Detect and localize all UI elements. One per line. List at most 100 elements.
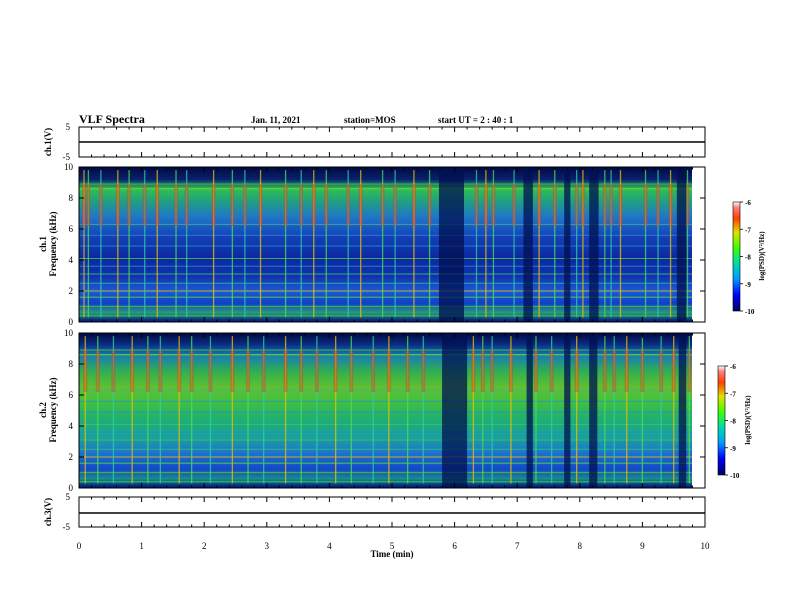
emission-burst	[184, 184, 189, 226]
emission-burst	[659, 350, 664, 392]
emission-burst	[512, 184, 517, 226]
quiet-interval	[564, 333, 571, 488]
ch2-colorbar: -6 -7 -8 -9 -10 log(PSD)(V²/Hz)	[717, 363, 752, 480]
y-tick-label: 10	[64, 328, 74, 338]
ch2-colorbar-ticks: -6 -7 -8 -9 -10	[725, 363, 740, 480]
emission-burst	[421, 350, 426, 392]
emission-burst	[609, 184, 614, 226]
quiet-interval	[523, 167, 533, 322]
emission-burst	[95, 350, 100, 392]
emission-burst	[668, 184, 673, 226]
colorbar-tick-label: -6	[730, 363, 736, 371]
ch3-voltage-panel: 5 -5 ch.3(V)	[43, 492, 706, 532]
emission-burst	[242, 184, 247, 226]
ch3-ytick-bottom: -5	[63, 522, 71, 532]
emission-burst	[380, 184, 385, 226]
emission-burst	[174, 184, 179, 226]
ch1-voltage-panel: 5 -5 ch.1(V)	[43, 122, 706, 162]
emission-burst	[685, 184, 690, 226]
emission-burst	[314, 350, 319, 392]
emission-burst	[656, 184, 661, 226]
emission-burst	[574, 184, 579, 226]
emission-burst	[299, 350, 304, 392]
emission-burst	[386, 350, 391, 392]
ch3-voltage-ticks	[78, 497, 706, 527]
emission-burst	[533, 350, 538, 392]
quiet-interval	[438, 167, 464, 322]
emission-burst	[86, 184, 91, 226]
ch1-colorbar: -6 -7 -8 -9 -10 log(PSD)(V²/Hz)	[732, 199, 766, 316]
emission-burst	[405, 350, 410, 392]
emission-burst	[427, 184, 432, 226]
ch2-spectrogram-marks	[79, 333, 692, 488]
emission-burst	[411, 184, 416, 226]
emission-burst	[643, 184, 648, 226]
ch2-spectrogram-background	[79, 333, 692, 488]
emission-burst	[371, 350, 376, 392]
emission-burst	[283, 184, 288, 226]
x-tick-label: 8	[578, 541, 583, 551]
colorbar-tick-label: -9	[745, 281, 751, 289]
ch1-frequency-label: Frequency (kHz)	[48, 211, 58, 276]
emission-burst	[537, 184, 542, 226]
ch2-spectrogram-ticks: 0 2 4 6 8 10	[64, 328, 706, 493]
emission-burst	[346, 184, 351, 226]
y-tick-label: 8	[69, 359, 74, 369]
y-tick-label: 6	[69, 224, 74, 234]
emission-burst	[580, 184, 585, 226]
colorbar-tick-label: -10	[730, 472, 740, 480]
ch2-colorbar-label: log(PSD)(V²/Hz)	[744, 395, 752, 445]
start-ut-label: start UT = 2 : 40 : 1	[438, 115, 514, 125]
y-tick-label: 10	[64, 162, 74, 172]
emission-burst	[177, 350, 182, 392]
emission-burst	[158, 350, 163, 392]
emission-burst	[311, 184, 316, 226]
x-tick-labels: 0 1 2 3 4 5 6 7 8 9 10	[77, 541, 710, 551]
ch1-voltage-ticks	[78, 127, 706, 157]
emission-burst	[83, 350, 88, 392]
ch1-channel-label: ch.1	[38, 236, 48, 252]
date-label: Jan. 11, 2021	[251, 115, 301, 125]
x-tick-label: 0	[77, 541, 82, 551]
emission-burst	[246, 350, 251, 392]
emission-burst	[624, 350, 629, 392]
ch2-spectrogram-panel: 0 2 4 6 8 10 ch.2 Frequency (kHz)	[38, 328, 706, 493]
emission-burst	[115, 184, 120, 226]
ch1-voltage-label: ch.1(V)	[43, 128, 53, 156]
quiet-interval	[676, 167, 687, 322]
emission-burst	[552, 184, 557, 226]
x-tick-label: 1	[139, 541, 144, 551]
ch3-ytick-top: 5	[66, 492, 71, 502]
quiet-interval	[589, 333, 598, 488]
emission-burst	[491, 184, 496, 226]
x-tick-label: 10	[701, 541, 711, 551]
emission-burst	[490, 350, 495, 392]
quiet-interval	[678, 333, 687, 488]
emission-burst	[142, 184, 147, 226]
emission-burst	[480, 350, 485, 392]
ch2-channel-label: ch.2	[38, 402, 48, 418]
emission-burst	[299, 184, 304, 226]
emission-burst	[98, 184, 103, 226]
quiet-interval	[589, 167, 599, 322]
emission-burst	[549, 350, 554, 392]
colorbar-tick-label: -7	[730, 390, 736, 398]
colorbar-tick-label: -7	[745, 226, 751, 234]
colorbar-tick-label: -8	[745, 254, 751, 262]
emission-burst	[508, 350, 513, 392]
ch1-ytick-bottom: -5	[63, 152, 71, 162]
colorbar-tick-label: -9	[730, 445, 736, 453]
ch1-colorbar-ticks: -6 -7 -8 -9 -10	[740, 199, 755, 316]
emission-burst	[618, 184, 623, 226]
y-tick-label: 6	[69, 390, 74, 400]
y-tick-label: 0	[69, 483, 74, 493]
emission-burst	[483, 184, 488, 226]
y-tick-label: 2	[69, 452, 74, 462]
emission-burst	[358, 184, 363, 226]
emission-burst	[612, 350, 617, 392]
emission-burst	[261, 350, 266, 392]
y-tick-label: 0	[69, 317, 74, 327]
ch1-spectrogram-background	[79, 167, 692, 322]
emission-burst	[474, 184, 479, 226]
colorbar-tick-label: -6	[745, 199, 751, 207]
